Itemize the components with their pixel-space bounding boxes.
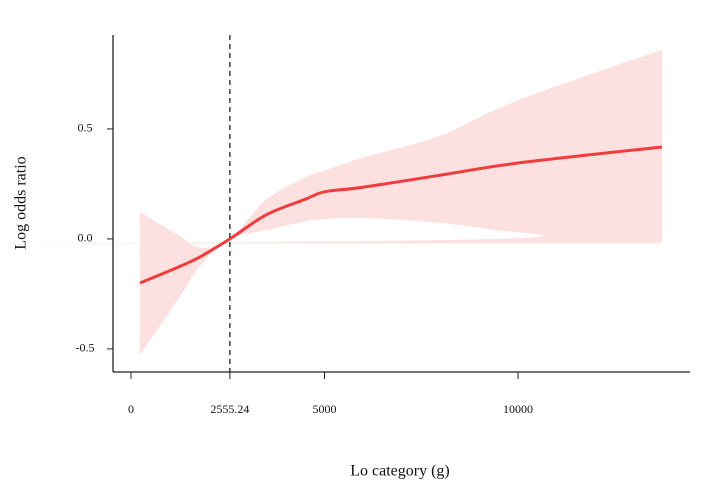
y-tick-label: 0.0: [78, 231, 93, 245]
y-tick-label: -0.5: [76, 341, 95, 355]
x-tick-label: 2555.24: [210, 402, 249, 416]
estimate-line: [139, 145, 663, 285]
y-tick-label: 0.5: [78, 121, 93, 135]
x-tick-label: 0: [128, 402, 134, 416]
x-tick-label: 10000: [503, 402, 533, 416]
confidence-band: [0, 49, 662, 355]
x-axis-label: Lo category (g): [350, 463, 450, 480]
y-axis-label: Log odds ratio: [13, 156, 30, 249]
x-tick-label: 5000: [312, 402, 336, 416]
